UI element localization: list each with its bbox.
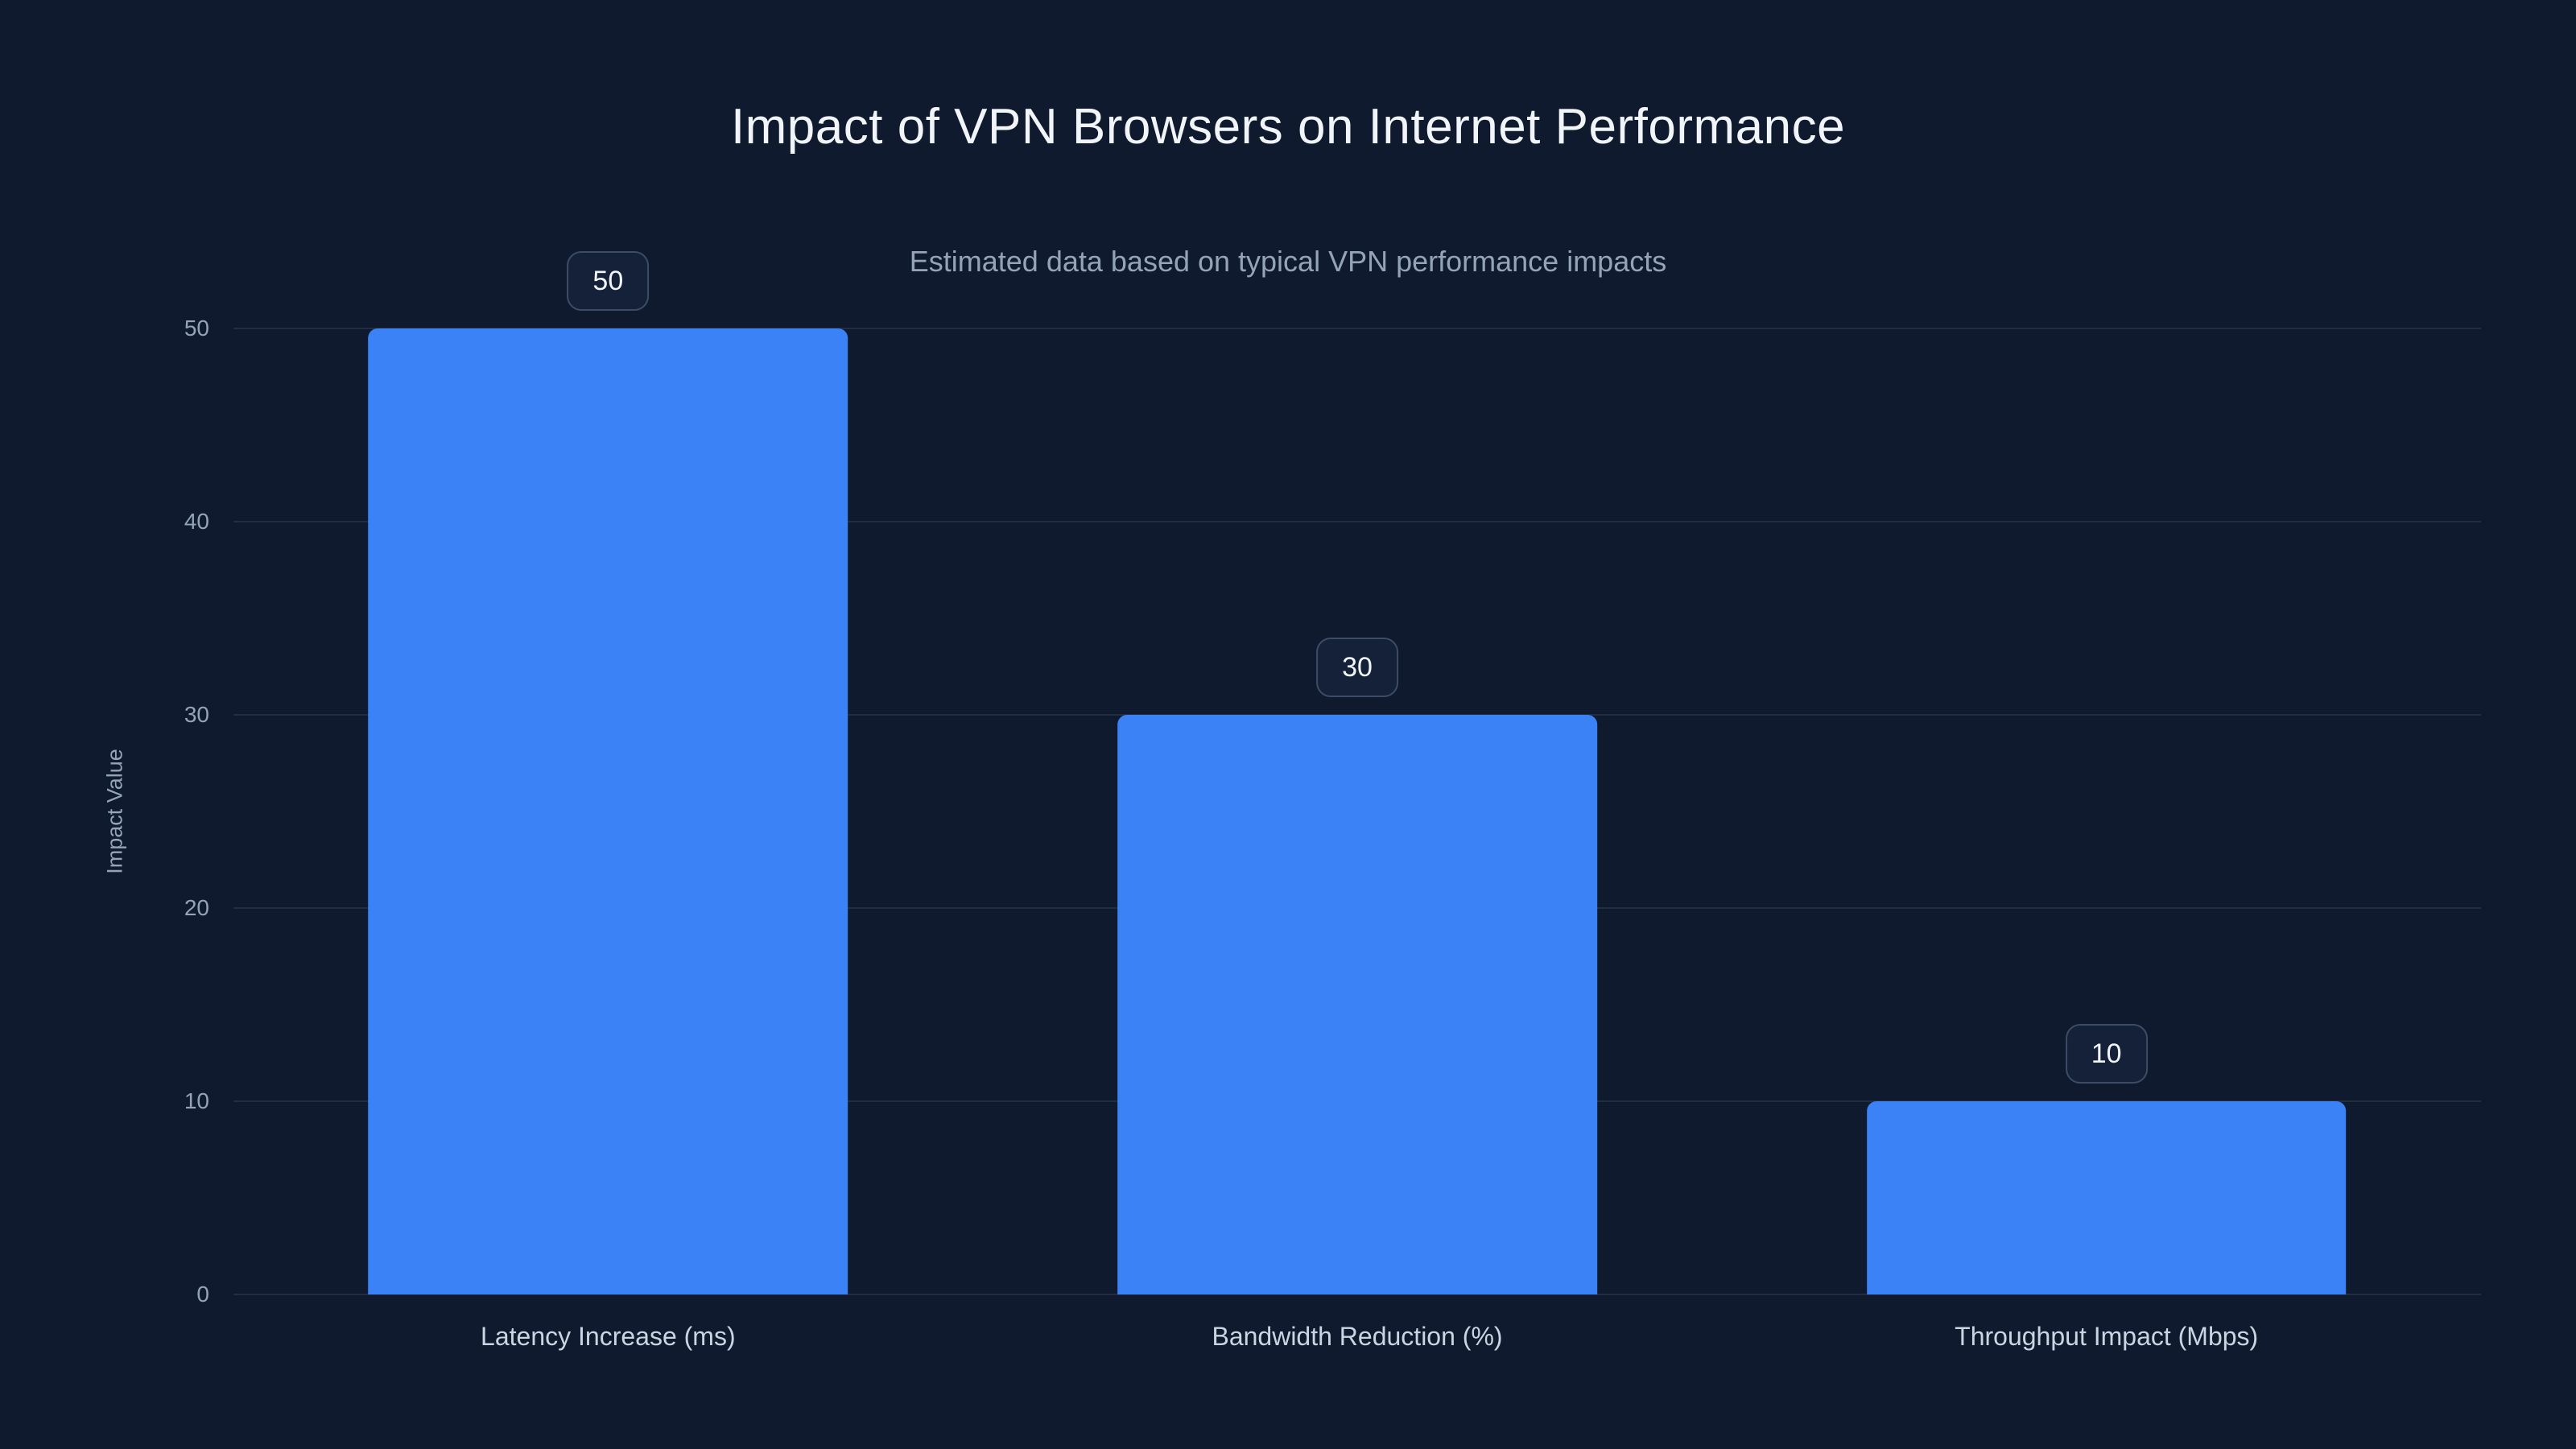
bar-2 <box>1117 715 1597 1294</box>
y-tick-label: 40 <box>184 509 209 534</box>
x-tick-label: Throughput Impact (Mbps) <box>1955 1322 2259 1351</box>
bars-row: 50 30 10 <box>233 251 2481 1294</box>
gridline <box>233 1294 2481 1295</box>
y-tick-label: 10 <box>184 1088 209 1113</box>
plot-area: 50 30 10 0 10 20 30 40 50 <box>184 251 2481 1306</box>
chart-title: Impact of VPN Browsers on Internet Perfo… <box>730 99 1846 155</box>
y-tick-label: 50 <box>184 316 209 341</box>
value-badge: 30 <box>1316 638 1398 697</box>
bar-3 <box>1866 1101 2347 1294</box>
y-tick-label: 0 <box>196 1282 209 1307</box>
gridline <box>233 328 2481 329</box>
chart-subtitle: Estimated data based on typical VPN perf… <box>909 245 1667 278</box>
x-tick-label: Bandwidth Reduction (%) <box>1212 1322 1503 1351</box>
bar-band: 10 <box>1732 328 2481 1294</box>
gridline <box>233 521 2481 522</box>
bar-1 <box>368 328 848 1294</box>
bar-band: 50 <box>233 251 983 1294</box>
x-tick-label: Latency Increase (ms) <box>481 1322 736 1351</box>
y-tick-label: 20 <box>184 895 209 920</box>
y-tick-label: 30 <box>184 702 209 727</box>
bar-band: 30 <box>983 328 1732 1294</box>
value-badge: 50 <box>567 251 650 311</box>
x-axis-labels: Latency Increase (ms) Bandwidth Reduction… <box>233 1322 2481 1352</box>
value-badge: 10 <box>2065 1024 2148 1084</box>
y-axis-label: Impact Value <box>102 749 127 874</box>
